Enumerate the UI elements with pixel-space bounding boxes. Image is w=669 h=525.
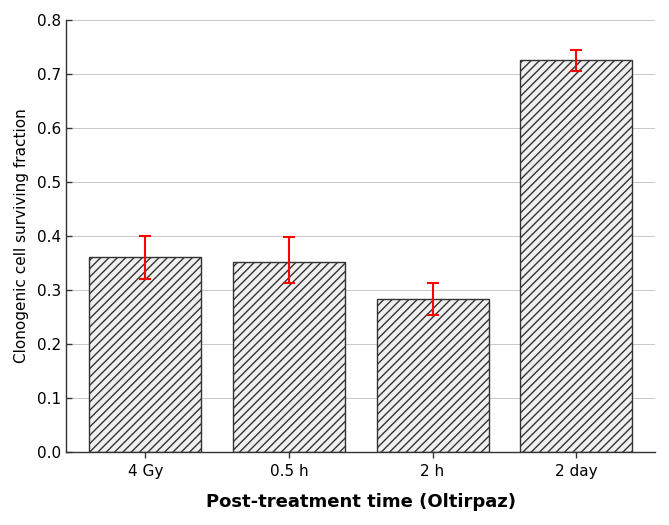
Bar	[377, 299, 488, 452]
Y-axis label: Clonogenic cell surviving fraction: Clonogenic cell surviving fraction	[14, 109, 29, 363]
Bar	[520, 60, 632, 452]
Bar	[233, 262, 345, 452]
Bar	[89, 257, 201, 452]
X-axis label: Post-treatment time (Oltirpaz): Post-treatment time (Oltirpaz)	[206, 493, 516, 511]
